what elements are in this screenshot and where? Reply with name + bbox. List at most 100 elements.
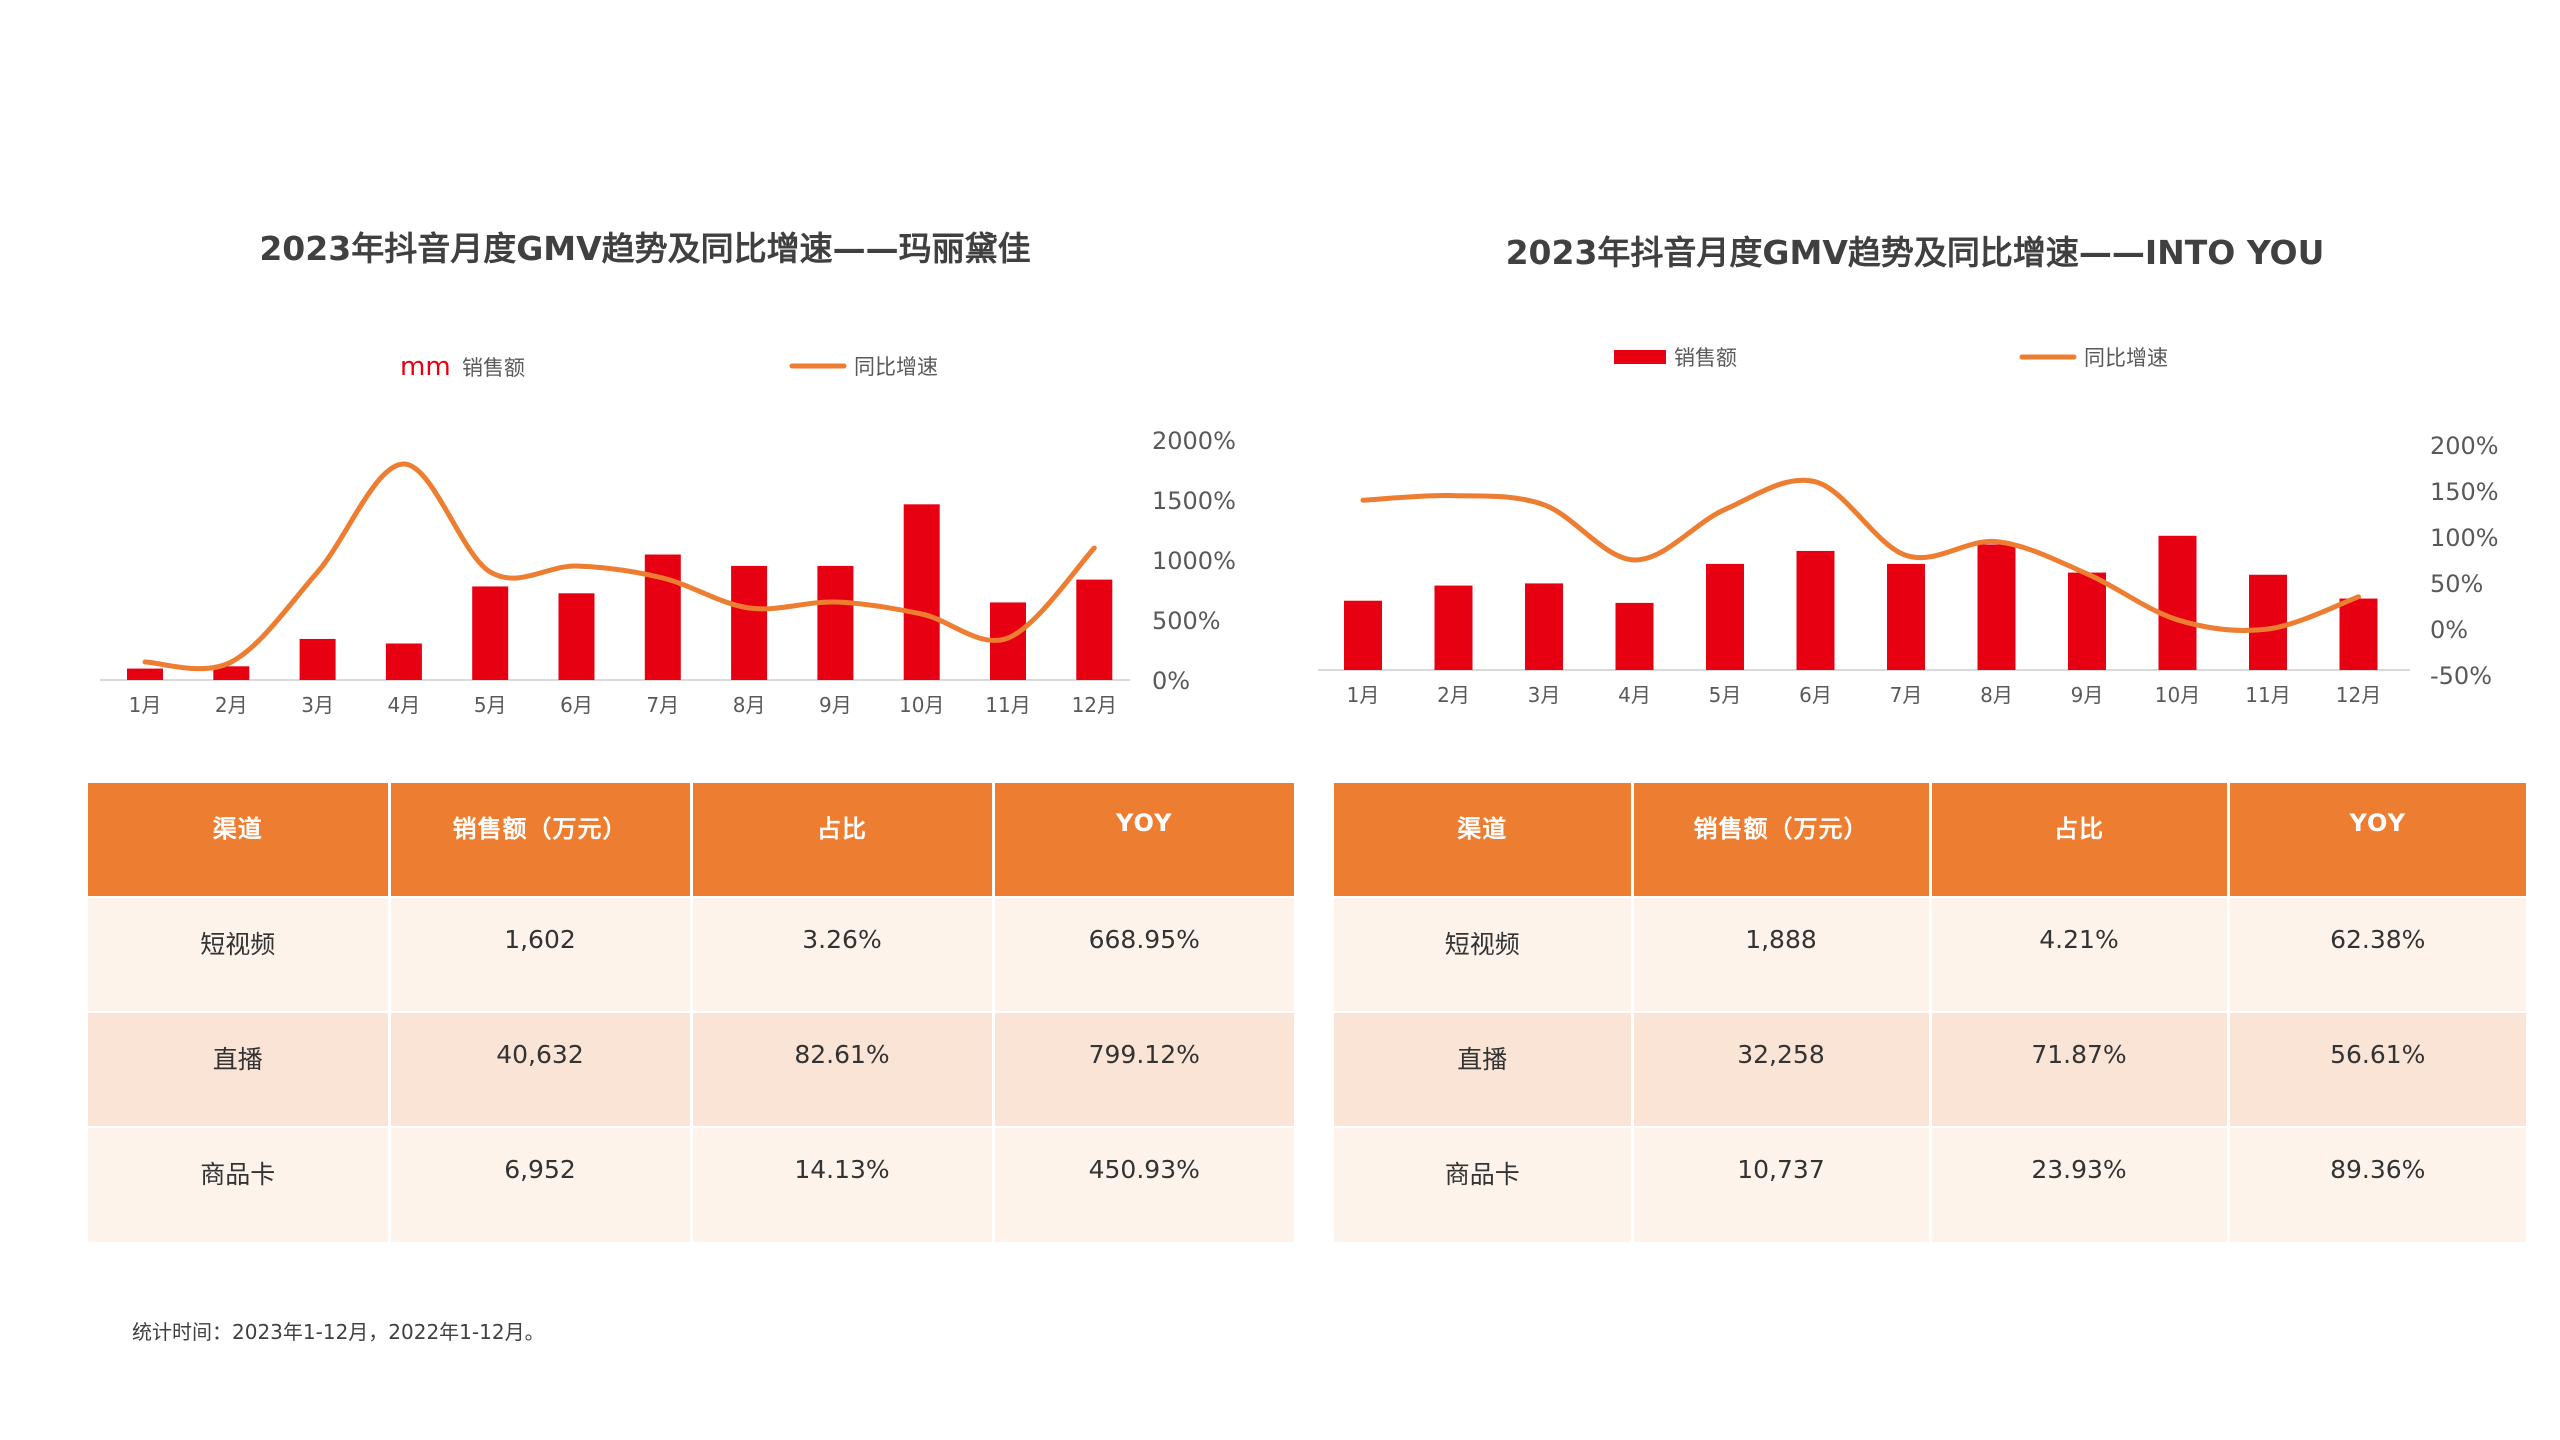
table-cell: 3.26% — [691, 896, 995, 1012]
y2-tick-label: 500% — [1152, 607, 1221, 635]
table-header-channel: 渠道 — [88, 783, 391, 897]
y2-tick-label: 0% — [1152, 667, 1190, 695]
table-header-share: 占比 — [691, 783, 995, 897]
table-cell: 14.13% — [691, 1126, 995, 1242]
table-cell: 直播 — [88, 1011, 391, 1127]
x-tick-label: 7月 — [1890, 683, 1923, 707]
bar — [2158, 535, 2197, 670]
channel-table-right: 渠道 销售额（万元） 占比 YOY 短视频 1,888 4.21% 62.38%… — [1334, 783, 2526, 1242]
legend-line-label: 同比增速 — [2084, 346, 2168, 370]
table-cell: 4.21% — [1930, 896, 2230, 1012]
x-tick-label: 11月 — [985, 693, 1030, 717]
x-tick-label: 9月 — [819, 693, 852, 717]
legend-line-label: 同比增速 — [854, 355, 938, 379]
bar — [1344, 600, 1382, 670]
x-tick-label: 11月 — [2245, 683, 2290, 707]
bar — [213, 666, 250, 680]
table-cell: 71.87% — [1930, 1011, 2230, 1127]
table-header-yoy: YOY — [2228, 783, 2526, 897]
bar — [1434, 585, 1473, 670]
table-cell: 56.61% — [2228, 1011, 2526, 1127]
table-cell: 1,888 — [1632, 896, 1932, 1012]
bar — [1977, 544, 2016, 670]
x-tick-label: 1月 — [1347, 683, 1380, 707]
table-cell: 668.95% — [993, 896, 1294, 1012]
table-cell: 82.61% — [691, 1011, 995, 1127]
table-cell: 40,632 — [389, 1011, 693, 1127]
x-tick-label: 8月 — [1980, 683, 2013, 707]
bar — [1887, 563, 1925, 670]
y2-tick-label: 2000% — [1152, 427, 1236, 455]
bar — [472, 586, 509, 680]
x-tick-label: 3月 — [301, 693, 334, 717]
bar — [1076, 579, 1113, 680]
x-tick-label: 10月 — [899, 693, 944, 717]
x-tick-label: 12月 — [1072, 693, 1117, 717]
bar — [299, 638, 336, 680]
y2-tick-label: 1500% — [1152, 487, 1236, 515]
footnote: 统计时间：2023年1-12月，2022年1-12月。 — [132, 1320, 545, 1344]
x-tick-label: 9月 — [2071, 683, 2104, 707]
y2-tick-label: 150% — [2430, 478, 2499, 506]
x-tick-label: 2月 — [215, 693, 248, 717]
x-tick-label: 10月 — [2155, 683, 2200, 707]
legend-bar-label: 销售额 — [462, 356, 525, 380]
legend-bar-swatch — [1614, 350, 1666, 364]
table-cell: 直播 — [1334, 1011, 1634, 1127]
bar — [385, 643, 422, 680]
bar — [903, 504, 940, 680]
table-cell: 32,258 — [1632, 1011, 1932, 1127]
table-header-share: 占比 — [1930, 783, 2230, 897]
bar — [2249, 574, 2287, 670]
x-tick-label: 1月 — [129, 693, 162, 717]
x-tick-label: 6月 — [1799, 683, 1832, 707]
legend-bar-label: 销售额 — [1674, 346, 1737, 370]
table-cell: 799.12% — [993, 1011, 1294, 1127]
x-tick-label: 2月 — [1437, 683, 1470, 707]
y2-tick-label: 0% — [2430, 616, 2468, 644]
table-cell: 商品卡 — [88, 1126, 391, 1242]
table-row: 直播 40,632 82.61% 799.12% — [88, 1011, 1294, 1127]
x-tick-label: 5月 — [1709, 683, 1742, 707]
bar — [2068, 572, 2106, 670]
table-cell: 23.93% — [1930, 1126, 2230, 1242]
table-cell: 短视频 — [88, 896, 391, 1012]
channel-table-left: 渠道 销售额（万元） 占比 YOY 短视频 1,602 3.26% 668.95… — [88, 783, 1294, 1242]
table-row: 短视频 1,602 3.26% 668.95% — [88, 896, 1294, 1012]
x-tick-label: 7月 — [646, 693, 679, 717]
bar — [1706, 563, 1744, 670]
table-row: 商品卡 10,737 23.93% 89.36% — [1334, 1126, 2526, 1242]
chart-left: mm 销售额 同比增速 1月 2月 3月 4月 5月 6月 7月 8月 9月 10月 11月 12月 0% 50… — [100, 352, 1236, 717]
table-cell: 6,952 — [389, 1126, 693, 1242]
chart-title-right: 2023年抖音月度GMV趋势及同比增速——INTO YOU — [1505, 233, 2325, 272]
table-row: 直播 32,258 71.87% 56.61% — [1334, 1011, 2526, 1127]
table-row: 商品卡 6,952 14.13% 450.93% — [88, 1126, 1294, 1242]
bar — [1525, 583, 1563, 670]
table-cell: 62.38% — [2228, 896, 2526, 1012]
table-header-sales: 销售额（万元） — [1632, 783, 1932, 897]
chart-title-left: 2023年抖音月度GMV趋势及同比增速——玛丽黛佳 — [259, 229, 1031, 268]
bar — [817, 565, 854, 680]
y2-tick-label: 50% — [2430, 570, 2483, 598]
table-row: 短视频 1,888 4.21% 62.38% — [1334, 896, 2526, 1012]
bar — [731, 565, 768, 680]
bar — [1615, 602, 1654, 670]
bar — [2339, 598, 2378, 670]
table-header-channel: 渠道 — [1334, 783, 1634, 897]
table-cell: 1,602 — [389, 896, 693, 1012]
bar — [127, 668, 163, 680]
legend-bar-marker: mm — [400, 352, 451, 382]
x-tick-label: 8月 — [733, 693, 766, 717]
x-tick-label: 6月 — [560, 693, 593, 717]
table-header-sales: 销售额（万元） — [389, 783, 693, 897]
x-tick-label: 12月 — [2336, 683, 2381, 707]
x-tick-label: 3月 — [1528, 683, 1561, 707]
x-tick-label: 4月 — [388, 693, 421, 717]
left-panel: 2023年抖音月度GMV趋势及同比增速——玛丽黛佳 mm 销售额 同比增速 1月 2月 3… — [100, 229, 1236, 717]
right-panel: 2023年抖音月度GMV趋势及同比增速——INTO YOU 销售额 同比增速 1月 2… — [1270, 0, 2560, 1440]
series-line — [142, 461, 1097, 672]
table-cell: 商品卡 — [1334, 1126, 1634, 1242]
table-header-yoy: YOY — [993, 783, 1294, 897]
y2-tick-label: -50% — [2430, 662, 2492, 690]
x-tick-label: 5月 — [474, 693, 507, 717]
